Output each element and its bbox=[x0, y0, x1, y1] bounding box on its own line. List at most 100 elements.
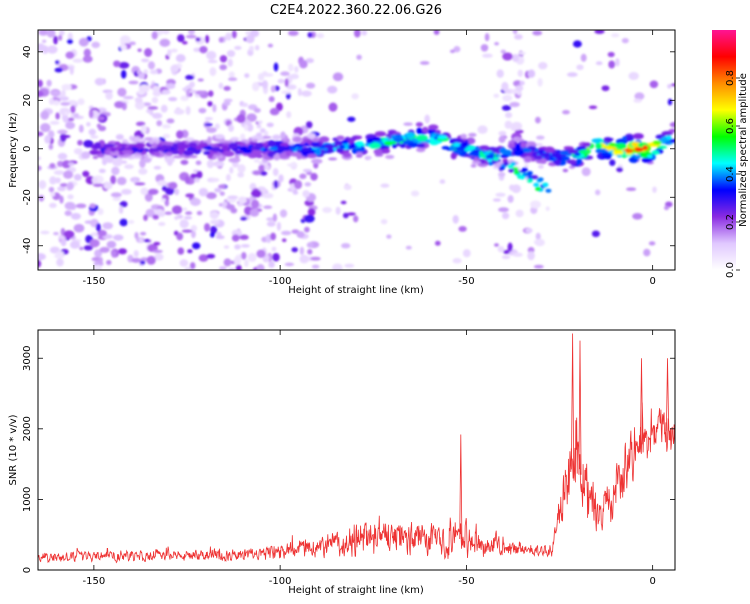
heatmap-cell bbox=[203, 150, 211, 155]
heatmap-cell bbox=[121, 150, 133, 155]
heatmap-cell bbox=[634, 92, 645, 101]
heatmap-cell bbox=[492, 147, 502, 153]
colorbar-gradient bbox=[712, 30, 736, 270]
heatmap-cell bbox=[519, 175, 526, 180]
heatmap-cell bbox=[172, 142, 178, 150]
heatmap-cell bbox=[56, 258, 64, 267]
heatmap-cell bbox=[535, 186, 542, 191]
heatmap-cell bbox=[185, 211, 193, 215]
heatmap-cell bbox=[291, 247, 298, 253]
heatmap-cell bbox=[185, 106, 191, 115]
heatmap-cell bbox=[462, 249, 471, 258]
heatmap-cell bbox=[530, 200, 541, 209]
heatmap-cell bbox=[595, 189, 601, 196]
heatmap-cell bbox=[566, 146, 574, 150]
heatmap-cell bbox=[512, 30, 518, 35]
heatmap-cell bbox=[177, 34, 185, 43]
heatmap-cell bbox=[206, 159, 214, 169]
x-tick-label: -100 bbox=[269, 576, 292, 587]
heatmap-cell bbox=[252, 82, 260, 92]
snr-y-ticks: 0 1000 2000 3000 bbox=[22, 346, 675, 573]
heatmap-cell bbox=[215, 235, 225, 240]
heatmap-cell bbox=[64, 111, 69, 116]
heatmap-cell bbox=[70, 105, 76, 114]
heatmap-cell bbox=[218, 82, 224, 89]
heatmap-cell bbox=[69, 240, 81, 249]
heatmap-cell bbox=[336, 135, 345, 141]
heatmap-cell bbox=[479, 145, 490, 151]
heatmap-cell bbox=[541, 152, 551, 158]
heatmap-cell bbox=[209, 219, 220, 225]
heatmap-cell bbox=[58, 96, 70, 101]
heatmap-cell bbox=[67, 182, 74, 191]
heatmap-cell bbox=[118, 62, 130, 69]
heatmap-cell bbox=[354, 148, 366, 153]
y-tick-label: -40 bbox=[22, 238, 33, 254]
heatmap-cell bbox=[176, 232, 184, 241]
heatmap-cell bbox=[138, 84, 150, 93]
heatmap-cell bbox=[501, 255, 511, 260]
heatmap-cell bbox=[439, 179, 446, 184]
heatmap-cell bbox=[131, 155, 143, 159]
heatmap-cell bbox=[189, 197, 201, 206]
heatmap-cell bbox=[503, 249, 510, 255]
heatmap-cell bbox=[153, 165, 162, 170]
x-tick-label: -50 bbox=[458, 276, 474, 287]
heatmap-cell bbox=[461, 142, 469, 148]
heatmap-cell bbox=[62, 113, 69, 122]
heatmap-cell bbox=[145, 208, 155, 218]
heatmap-cell bbox=[206, 127, 217, 133]
heatmap-cell bbox=[478, 150, 484, 157]
heatmap-cell bbox=[278, 174, 284, 183]
heatmap-cell bbox=[304, 182, 312, 187]
heatmap-cell bbox=[190, 262, 196, 270]
heatmap-cell bbox=[535, 116, 541, 124]
heatmap-cell bbox=[341, 243, 351, 249]
heatmap-cell bbox=[286, 111, 292, 119]
heatmap-cell bbox=[98, 125, 107, 132]
heatmap-cell bbox=[297, 88, 302, 97]
heatmap-cell bbox=[471, 160, 482, 165]
heatmap-cell bbox=[77, 139, 83, 146]
heatmap-cell bbox=[244, 124, 249, 131]
heatmap-cell bbox=[273, 62, 279, 72]
heatmap-cell bbox=[46, 30, 56, 38]
heatmap-cell bbox=[287, 30, 299, 36]
heatmap-cell bbox=[634, 155, 641, 160]
heatmap-cell bbox=[272, 213, 278, 222]
heatmap-cell bbox=[237, 164, 246, 173]
heatmap-cell bbox=[566, 72, 578, 77]
heatmap-cell bbox=[143, 214, 148, 221]
heatmap-cell bbox=[64, 201, 76, 210]
heatmap-cell bbox=[54, 253, 65, 259]
heatmap-cell bbox=[160, 104, 168, 113]
heatmap-cell bbox=[302, 190, 310, 198]
heatmap-cell bbox=[97, 116, 105, 121]
heatmap-cell bbox=[504, 112, 513, 119]
heatmap-cell bbox=[306, 82, 316, 89]
heatmap-cell bbox=[223, 85, 231, 91]
heatmap-cell bbox=[286, 163, 298, 167]
heatmap-cell bbox=[314, 148, 322, 156]
heatmap-cell bbox=[143, 69, 149, 75]
heatmap-y-axis-label: Frequency (Hz) bbox=[8, 112, 19, 188]
heatmap-cell bbox=[38, 30, 49, 36]
heatmap-cell bbox=[240, 216, 248, 221]
heatmap-cell bbox=[61, 89, 66, 98]
heatmap-cell bbox=[498, 136, 506, 143]
heatmap-cell bbox=[453, 46, 461, 53]
heatmap-cell bbox=[266, 122, 274, 128]
heatmap-cell bbox=[483, 151, 490, 156]
heatmap-cell bbox=[165, 83, 176, 90]
heatmap-cell bbox=[198, 187, 209, 197]
heatmap-cell bbox=[203, 146, 214, 151]
heatmap-cell bbox=[235, 264, 242, 270]
heatmap-cell bbox=[144, 48, 153, 57]
heatmap-cell bbox=[595, 61, 603, 66]
heatmap-cell bbox=[89, 239, 100, 248]
heatmap-cell bbox=[91, 41, 101, 49]
heatmap-cell bbox=[594, 30, 605, 34]
heatmap-cell bbox=[256, 249, 266, 258]
heatmap-cell bbox=[535, 232, 541, 241]
heatmap-cell bbox=[129, 41, 136, 46]
